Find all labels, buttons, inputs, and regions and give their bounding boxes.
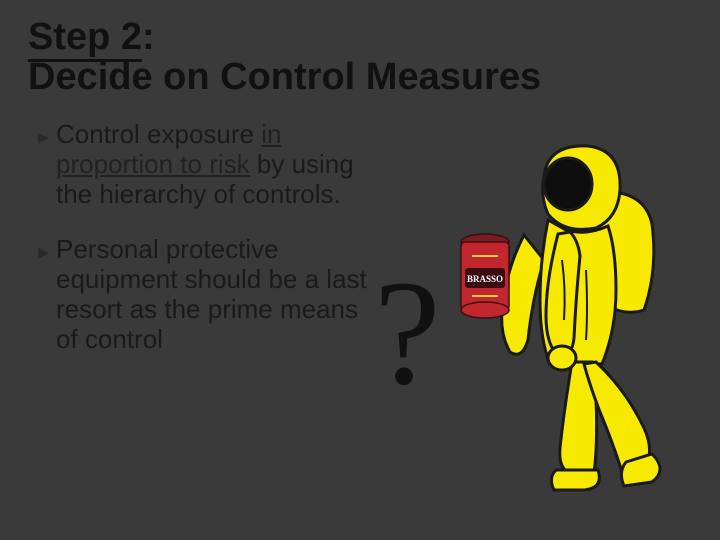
title-line-1: Step 2: [28, 18, 692, 58]
graphic-area: ? [366, 140, 696, 500]
list-item: ▸ Personal protective equipment should b… [38, 235, 378, 355]
bullet-lead: Control exposure [56, 119, 261, 149]
bullet-text: Personal protective equipment should be … [56, 235, 378, 355]
slide: Step 2: Decide on Control Measures ▸ Con… [0, 0, 720, 540]
title-colon: : [142, 16, 155, 58]
can-label: BRASSO [467, 274, 503, 284]
polish-can-icon: BRASSO [456, 232, 514, 320]
slide-title: Step 2: Decide on Control Measures [28, 18, 692, 98]
title-step: Step 2 [28, 16, 142, 58]
bullet-list: ▸ Control exposure in proportion to risk… [28, 116, 378, 381]
hazmat-suit-icon [476, 140, 696, 500]
list-item: ▸ Control exposure in proportion to risk… [38, 120, 378, 210]
bullet-marker-icon: ▸ [38, 120, 56, 152]
bullet-text: Control exposure in proportion to risk b… [56, 120, 378, 210]
bullet-marker-icon: ▸ [38, 235, 56, 267]
title-line-2: Decide on Control Measures [28, 58, 692, 98]
question-mark: ? [374, 258, 441, 408]
bullet-lead: Personal protective equipment should be … [56, 234, 367, 354]
